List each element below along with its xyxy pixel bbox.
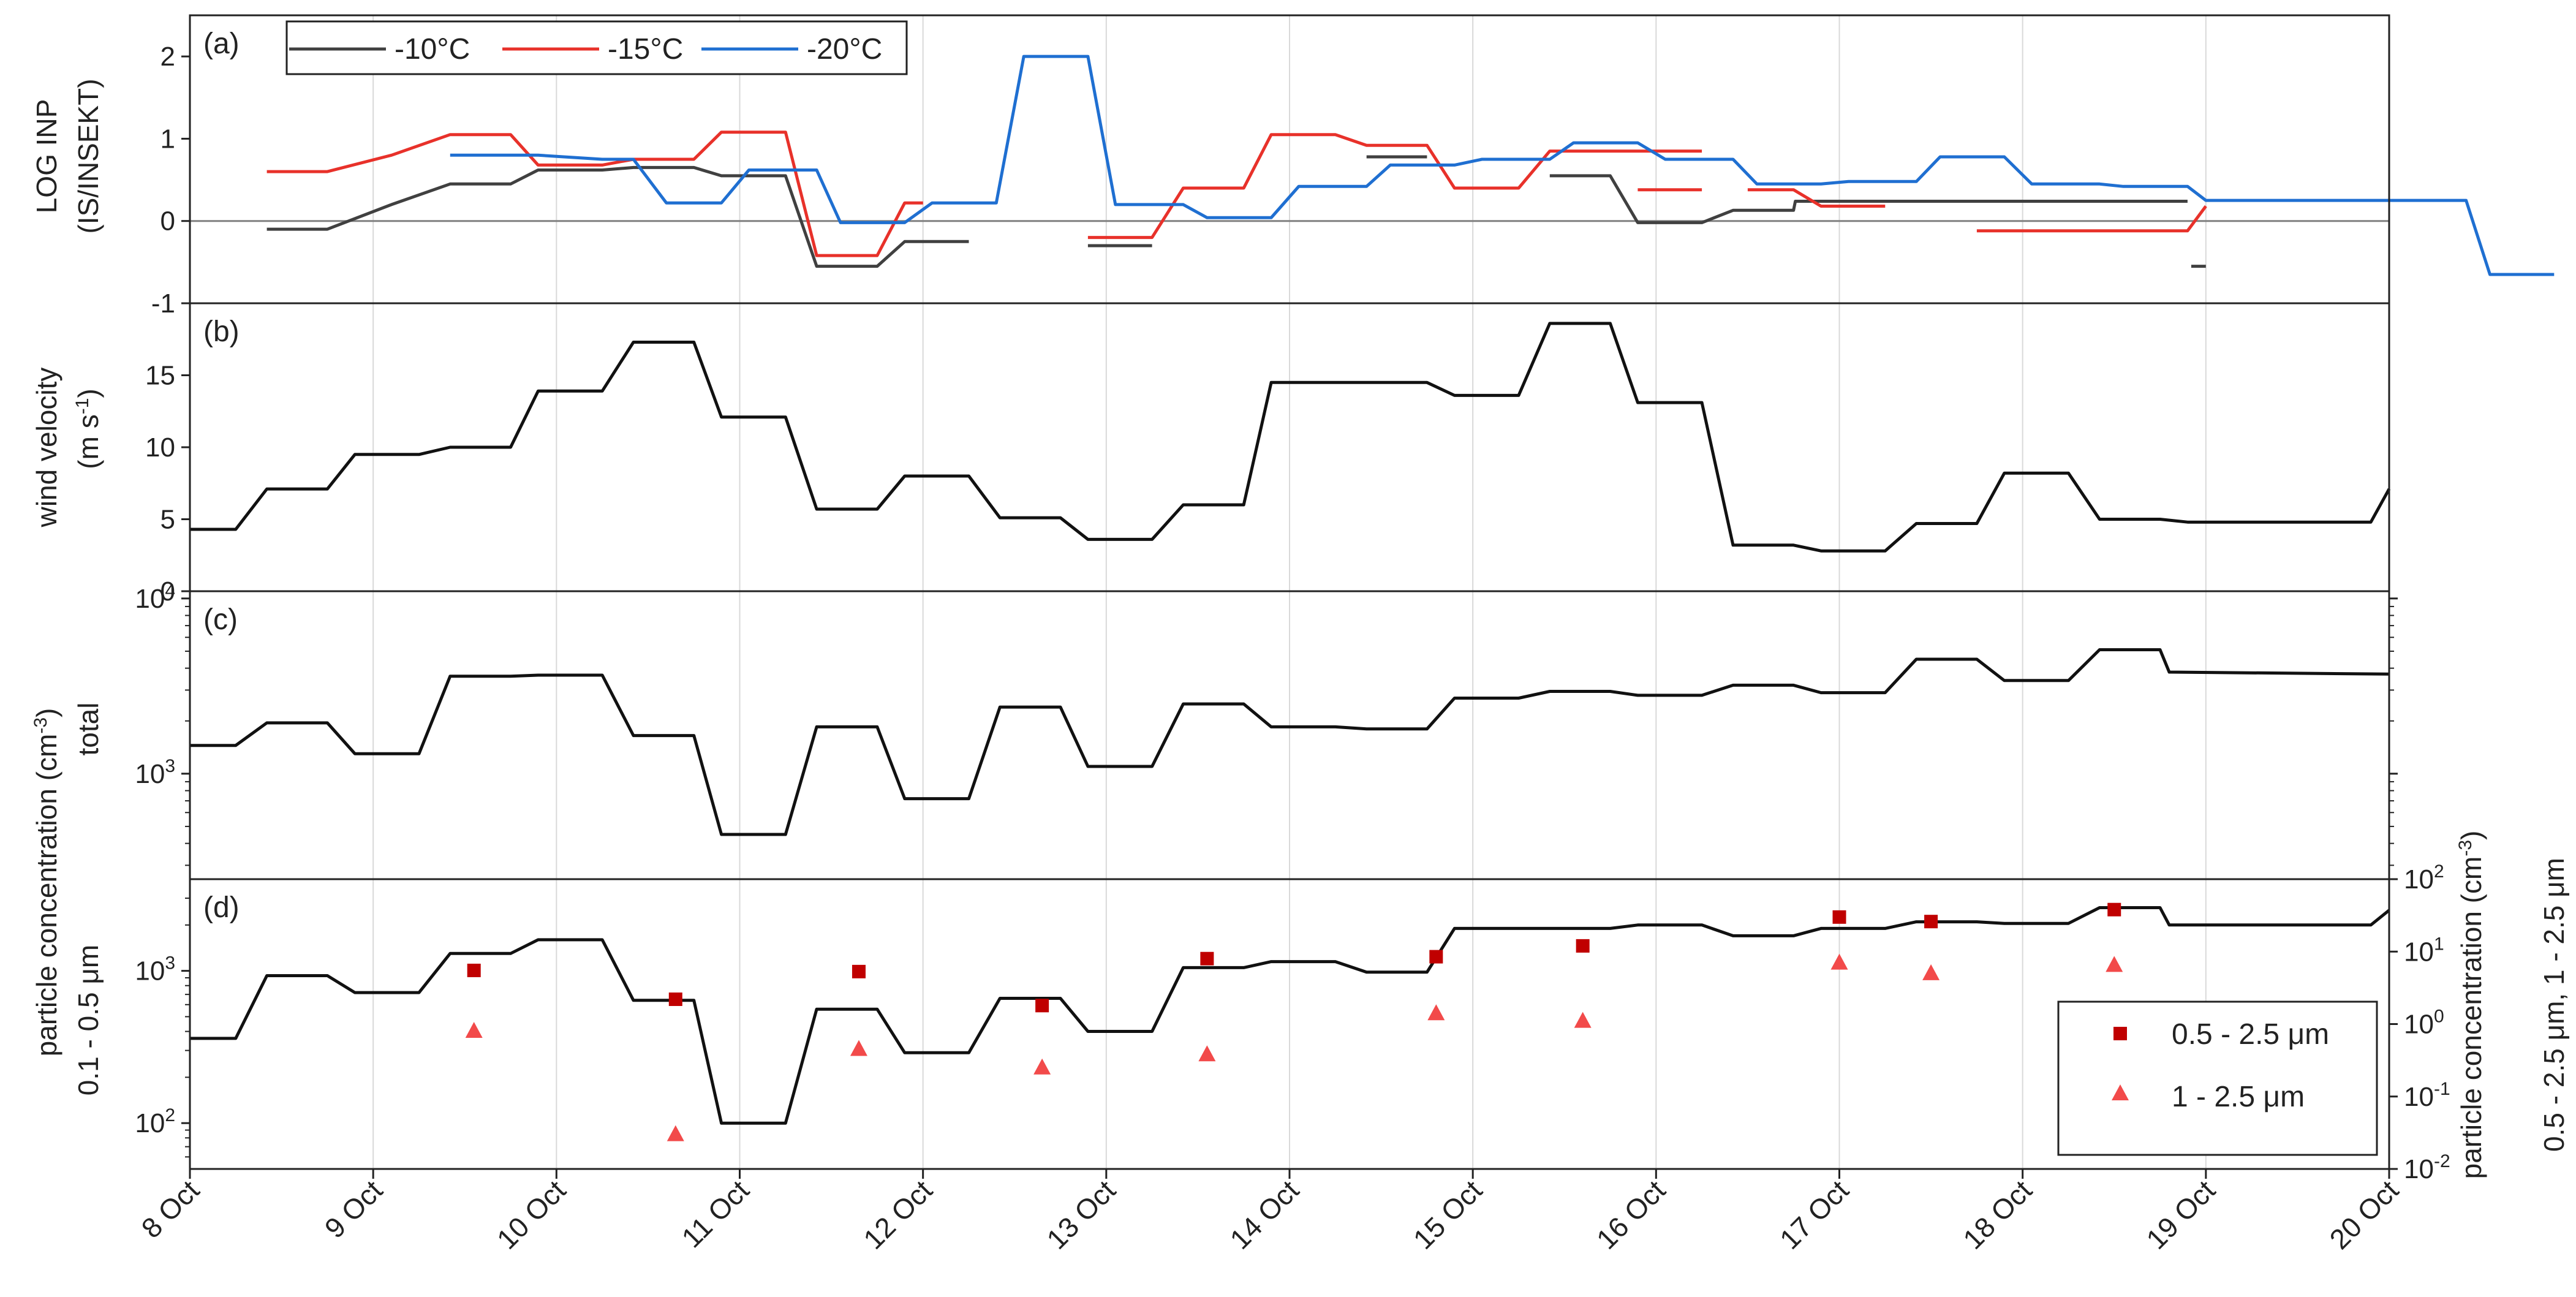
panel-c-ylabel: total — [72, 703, 104, 756]
y-tick-label: 104 — [135, 581, 175, 614]
y-tick-label: 2 — [161, 42, 175, 72]
x-tick-label: 15 Oct — [1407, 1174, 1489, 1255]
panel-tag-d: (d) — [203, 891, 240, 924]
marker-triangle — [1574, 1012, 1592, 1028]
shared-left-ylabel: particle concentration (cm-3) — [31, 708, 62, 1057]
x-tick-label: 20 Oct — [2323, 1174, 2404, 1255]
panel-a-ylabel-2: (IS/INSEKT) — [72, 78, 104, 233]
y2-tick-label: 10-1 — [2404, 1079, 2450, 1112]
panel-c: 103 104 (c) — [135, 581, 2398, 880]
panel-b-ylabel: wind velocity — [31, 368, 62, 528]
x-tick-label: 11 Oct — [675, 1174, 755, 1254]
marker-triangle — [1922, 964, 1940, 980]
legend-marker-square — [2113, 1027, 2127, 1040]
y-tick-label: 5 — [161, 505, 175, 535]
x-tick-label: 8 Oct — [135, 1174, 206, 1244]
legend-label: -15°C — [608, 33, 683, 66]
series-line-total — [190, 648, 2390, 836]
legend-frame — [2057, 1000, 2378, 1156]
marker-square — [1200, 951, 1214, 966]
y-tick-label: 1 — [161, 124, 175, 154]
panel-d: 102 103 10-2 10-1 100 101 102 (d) 0.5 - 2.5 μm 1 … — [135, 861, 2450, 1184]
panel-b-ylabel-unit: (m s-1) — [72, 388, 104, 469]
panel-d-ylabel: 0.1 - 0.5 μm — [72, 945, 104, 1095]
y2-tick-label: 102 — [2404, 861, 2444, 894]
y-tick-label: 0 — [161, 206, 175, 236]
y-tick-label: 10 — [145, 433, 175, 463]
panel-tag-a: (a) — [203, 28, 240, 60]
panel-tag-c: (c) — [203, 603, 238, 636]
marker-square — [1832, 910, 1846, 924]
marker-triangle — [850, 1040, 867, 1056]
y2-tick-label: 101 — [2404, 934, 2444, 967]
marker-square — [467, 963, 481, 977]
panel-b: 0 5 10 15 (b) — [145, 302, 2391, 607]
panel-d-right-ylabel: particle concentration (cm-3) — [2455, 831, 2487, 1179]
y-tick-label: 0 — [161, 577, 175, 607]
marker-square — [1924, 915, 1938, 929]
marker-square — [2107, 902, 2121, 917]
x-axis: 8 Oct 9 Oct 10 Oct 11 Oct 12 Oct 13 Oct 14 Oct… — [135, 1169, 2404, 1255]
marker-triangle — [1427, 1004, 1445, 1021]
marker-triangle — [2106, 956, 2123, 972]
legend-label: -20°C — [807, 33, 882, 66]
marker-square — [1035, 999, 1049, 1013]
marker-triangle — [1033, 1058, 1051, 1075]
x-tick-label: 14 Oct — [1223, 1174, 1305, 1255]
marker-triangle — [1830, 953, 1848, 970]
y2-tick-label: 10-2 — [2404, 1151, 2450, 1184]
marker-square — [1576, 939, 1590, 953]
series-line--15°C — [1087, 133, 1702, 240]
y-tick-label: -1 — [151, 289, 175, 319]
x-tick-label: 18 Oct — [1957, 1174, 2038, 1255]
legend-label: -10°C — [395, 33, 470, 66]
series-line--10°C — [1549, 174, 2188, 224]
series-line--15°C — [1976, 205, 2207, 233]
marker-triangle — [667, 1125, 684, 1141]
x-tick-label: 13 Oct — [1040, 1174, 1122, 1255]
legend-d: 0.5 - 2.5 μm 1 - 2.5 μm — [2057, 1000, 2378, 1156]
series-line--10°C — [266, 165, 969, 268]
x-tick-label: 9 Oct — [319, 1174, 389, 1244]
legend-marker-triangle — [2112, 1084, 2129, 1100]
panel-d-right-ylabel-2: 0.5 - 2.5 μm, 1 - 2.5 μm — [2538, 858, 2570, 1152]
marker-triangle — [1198, 1045, 1216, 1062]
y-tick-label: 102 — [135, 1105, 175, 1138]
marker-square — [668, 993, 682, 1007]
marker-square — [852, 964, 866, 978]
legend-a: -10°C -15°C -20°C — [285, 20, 908, 75]
y-tick-label: 103 — [135, 756, 175, 789]
x-tick-label: 19 Oct — [2140, 1174, 2221, 1255]
series-line--15°C — [266, 130, 923, 257]
series-line-wind — [190, 322, 2391, 553]
legend-label: 0.5 - 2.5 μm — [2172, 1018, 2329, 1051]
series-line--15°C — [1747, 188, 1886, 208]
x-tick-label: 12 Oct — [857, 1174, 939, 1255]
panel-a-ylabel: LOG INP — [31, 99, 62, 214]
marker-triangle — [465, 1021, 483, 1038]
marker-square — [1429, 950, 1443, 964]
x-tick-label: 17 Oct — [1773, 1174, 1855, 1255]
y-tick-label: 15 — [145, 361, 175, 391]
panel-tag-b: (b) — [203, 316, 240, 348]
x-tick-label: 10 Oct — [491, 1174, 572, 1255]
panel-a: -1 0 1 2 (a) -10°C -15°C -20°C — [151, 14, 2555, 319]
series-line--20°C — [450, 55, 2555, 276]
x-tick-label: 16 Oct — [1590, 1174, 1672, 1255]
y-tick-label: 103 — [135, 953, 175, 986]
legend-label: 1 - 2.5 μm — [2172, 1081, 2305, 1113]
y2-tick-label: 100 — [2404, 1007, 2444, 1040]
